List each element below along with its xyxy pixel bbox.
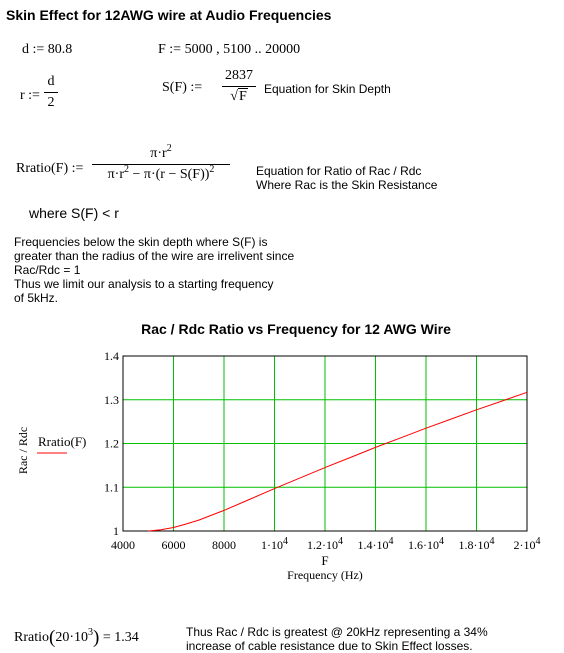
skin-depth-denominator: √F: [230, 88, 248, 104]
grid-layer: [122, 355, 528, 532]
x-axis-variable: F: [321, 553, 328, 568]
x-tick-label: 4000: [111, 538, 135, 552]
x-tick-label: 1.8·104: [459, 536, 495, 552]
result-expression: Rratio(20·103) = 1.34: [14, 627, 139, 649]
skin-depth-lhs: S(F) :=: [162, 80, 203, 95]
result-value: = 1.34: [102, 630, 139, 645]
paragraph-line: Rac/Rdc = 1: [14, 263, 81, 277]
paren-open: (: [49, 627, 56, 648]
denominator-term2: − π·(r − S(F)): [129, 167, 210, 182]
y-axis-label: Rac / Rdc: [16, 427, 30, 474]
numerator-base: π·r: [150, 146, 167, 161]
sqrt-radicand: F: [237, 88, 248, 104]
d-definition: d := 80.8: [22, 42, 73, 57]
paragraph-line: greater than the radius of the wire are …: [14, 249, 295, 263]
r-definition-lhs: r :=: [20, 88, 40, 103]
x-tick-label: 1.4·104: [358, 536, 394, 552]
x-tick-label: 1.2·104: [307, 536, 343, 552]
fraction-bar: [92, 164, 230, 165]
fraction-bar: [222, 86, 256, 87]
skin-effect-chart: 4000 6000 8000 1·104 1.2·104 1.4·104 1.6·104 1.…: [16, 349, 541, 582]
denominator-exp2: 2: [209, 164, 215, 175]
rratio-note-line2: Where Rac is the Skin Resistance: [256, 178, 438, 192]
x-tick-label: 2·104: [514, 536, 541, 552]
f-range-definition: F := 5000 , 5100 .. 20000: [158, 42, 301, 57]
result-arg-exp: 3: [88, 627, 93, 638]
chart-title: Rac / Rdc Ratio vs Frequency for 12 AWG …: [141, 321, 451, 337]
plot-frame: [122, 355, 528, 532]
y-tick-label: 1: [113, 524, 119, 538]
denominator-exp1: 2: [124, 164, 129, 175]
x-tick-label: 1.6·104: [408, 536, 444, 552]
fraction-bar: [44, 92, 58, 93]
x-tick-label: 6000: [162, 538, 186, 552]
x-axis-label: Frequency (Hz): [287, 568, 363, 582]
paragraph-line: Frequencies below the skin depth where S…: [14, 235, 268, 249]
x-tick-label: 8000: [212, 538, 236, 552]
series-layer: [148, 391, 528, 532]
skin-depth-note: Equation for Skin Depth: [264, 82, 391, 96]
rratio-fraction: π·r2 π·r2 − π·(r − S(F))2: [92, 143, 230, 183]
y-tick-label: 1.1: [104, 480, 119, 494]
paragraph-line: of 5kHz.: [14, 291, 59, 305]
r-numerator: d: [47, 74, 55, 89]
x-tick-label: 1·104: [261, 536, 288, 552]
r-denominator: 2: [47, 95, 55, 110]
legend-label: Rratio(F): [38, 434, 86, 449]
rratio-denominator: π·r2 − π·(r − S(F))2: [92, 164, 230, 183]
skin-depth-fraction: 2837 √F: [222, 68, 256, 105]
series-line: [148, 391, 528, 532]
result-note-line1: Thus Rac / Rdc is greatest @ 20kHz repre…: [186, 625, 488, 639]
paragraph-line: Thus we limit our analysis to a starting…: [14, 277, 274, 291]
tick-layer: 4000 6000 8000 1·104 1.2·104 1.4·104 1.6·104 1.…: [104, 349, 541, 552]
r-fraction: d 2: [44, 74, 58, 111]
numerator-exponent: 2: [166, 143, 172, 154]
rratio-numerator: π·r2: [92, 143, 230, 162]
page-title: Skin Effect for 12AWG wire at Audio Freq…: [6, 7, 332, 23]
explanation-paragraph: Frequencies below the skin depth where S…: [14, 235, 454, 305]
rratio-condition: where S(F) < r: [29, 205, 119, 221]
result-function: Rratio: [14, 630, 49, 645]
y-tick-label: 1.4: [104, 349, 119, 363]
denominator-term1: π·r: [107, 167, 124, 182]
skin-depth-numerator: 2837: [225, 68, 253, 83]
result-note-line2: increase of cable resistance due to Skin…: [186, 639, 473, 653]
paren-close: ): [93, 627, 100, 648]
y-tick-label: 1.3: [104, 393, 119, 407]
y-tick-label: 1.2: [104, 437, 119, 451]
result-arg-base: 20·10: [55, 630, 88, 645]
rratio-note-line1: Equation for Ratio of Rac / Rdc: [256, 164, 422, 178]
rratio-lhs: Rratio(F) :=: [16, 161, 84, 176]
